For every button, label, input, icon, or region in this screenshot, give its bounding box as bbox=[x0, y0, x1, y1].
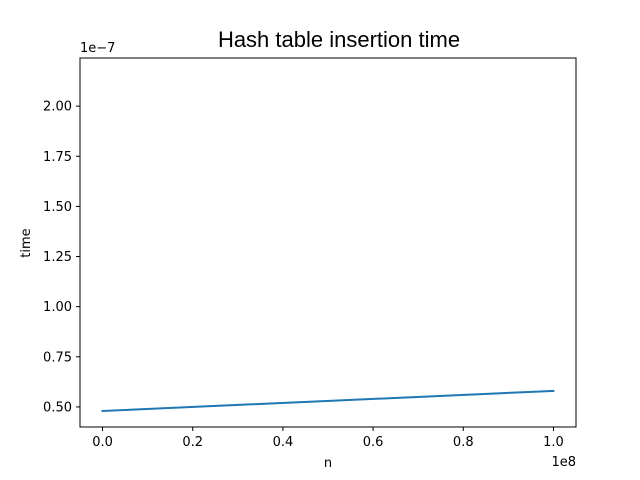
y-tick-label: 1.50 bbox=[43, 200, 72, 215]
plot-frame bbox=[79, 57, 577, 428]
x-tick-label: 1.0 bbox=[543, 435, 564, 450]
y-tick-label: 0.75 bbox=[43, 350, 72, 365]
y-tick-label: 1.00 bbox=[43, 300, 72, 315]
series-line-0 bbox=[101, 389, 555, 413]
x-tick-label: 0.6 bbox=[363, 435, 384, 450]
y-tick-label: 1.75 bbox=[43, 150, 72, 165]
x-tick-label: 0.2 bbox=[182, 435, 203, 450]
y-tick-label: 0.50 bbox=[43, 400, 72, 415]
x-tick-label: 0.4 bbox=[273, 435, 294, 450]
y-axis-label: time bbox=[19, 228, 34, 257]
x-tick-label: 0.8 bbox=[453, 435, 474, 450]
chart-title: Hash table insertion time bbox=[218, 27, 460, 52]
x-offset-label: 1e8 bbox=[551, 455, 576, 470]
y-tick-label: 1.25 bbox=[43, 250, 72, 265]
y-offset-label: 1e−7 bbox=[80, 41, 115, 56]
x-axis-label: n bbox=[324, 456, 332, 471]
series-layer bbox=[101, 389, 555, 413]
x-tick-label: 0.0 bbox=[92, 435, 113, 450]
ticks-layer: 0.0 0.2 0.4 0.6 0.8 1.0 0.50 0.75 1.00 1.25 1.50 1.… bbox=[43, 100, 564, 450]
y-tick-label: 2.00 bbox=[43, 100, 72, 115]
